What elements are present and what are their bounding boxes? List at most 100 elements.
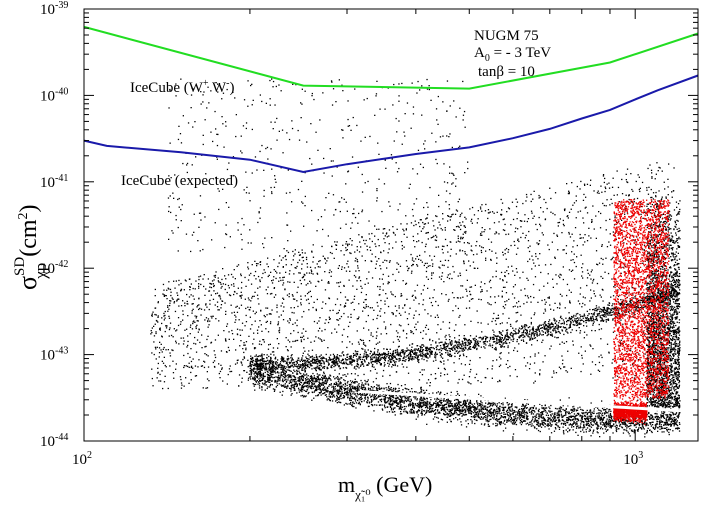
scatter-point xyxy=(581,354,583,357)
scatter-point xyxy=(226,383,228,385)
scatter-point xyxy=(200,365,203,367)
scatter-point xyxy=(338,383,340,385)
scatter-point xyxy=(260,310,262,312)
scatter-point xyxy=(382,261,384,263)
scatter-point xyxy=(512,421,515,423)
scatter-point xyxy=(197,320,199,322)
scatter-point xyxy=(338,309,340,312)
scatter-point xyxy=(640,427,642,429)
scatter-point xyxy=(602,300,604,302)
scatter-point xyxy=(398,324,401,326)
scatter-point xyxy=(556,337,558,339)
scatter-point xyxy=(463,242,465,244)
scatter-point xyxy=(415,198,418,200)
scatter-point xyxy=(605,257,607,259)
scatter-point xyxy=(215,82,217,84)
scatter-point xyxy=(250,358,253,361)
scatter-point xyxy=(586,277,589,279)
scatter-point xyxy=(503,406,505,409)
scatter-point xyxy=(241,294,243,296)
scatter-point xyxy=(216,292,219,294)
scatter-point xyxy=(599,418,601,421)
scatter-point xyxy=(338,391,340,393)
scatter-point xyxy=(442,405,444,407)
scatter-point xyxy=(347,266,350,268)
scatter-point xyxy=(524,214,526,216)
scatter-point xyxy=(489,279,492,281)
scatter-point xyxy=(419,407,421,409)
scatter-point xyxy=(563,208,566,211)
scatter-point xyxy=(421,408,423,411)
scatter-point xyxy=(198,278,200,281)
scatter-point xyxy=(227,284,230,287)
scatter-point xyxy=(506,322,508,324)
scatter-point xyxy=(195,375,198,377)
scatter-point xyxy=(283,306,285,308)
scatter-point xyxy=(432,220,434,222)
scatter-point xyxy=(179,323,182,325)
scatter-point xyxy=(449,255,452,257)
scatter-point xyxy=(647,167,649,170)
scatter-point xyxy=(275,277,277,280)
scatter-point xyxy=(407,396,409,398)
scatter-point xyxy=(243,342,245,344)
scatter-point xyxy=(162,387,164,390)
scatter-point xyxy=(388,394,390,396)
scatter-point xyxy=(366,393,368,395)
scatter-point xyxy=(367,400,369,402)
scatter-point xyxy=(585,431,587,433)
scatter-point xyxy=(670,423,673,426)
scatter-point xyxy=(249,316,251,318)
scatter-point xyxy=(463,354,465,357)
scatter-point xyxy=(288,387,291,389)
scatter-point xyxy=(580,408,582,411)
scatter-point xyxy=(480,208,482,210)
scatter-point xyxy=(581,306,583,308)
scatter-point xyxy=(498,221,500,223)
scatter-point xyxy=(174,85,176,87)
scatter-point xyxy=(459,314,461,317)
scatter-point xyxy=(364,397,366,399)
scatter-point xyxy=(411,391,414,393)
scatter-point xyxy=(460,363,463,365)
scatter-point xyxy=(236,362,238,364)
scatter-point xyxy=(664,223,667,225)
scatter-point xyxy=(365,306,367,308)
scatter-point xyxy=(672,417,674,419)
scatter-point xyxy=(151,331,153,334)
scatter-point xyxy=(488,414,491,417)
scatter-point xyxy=(602,174,605,176)
scatter-point xyxy=(499,380,501,382)
scatter-point xyxy=(557,419,560,421)
scatter-point xyxy=(649,422,651,424)
scatter-point xyxy=(465,420,467,422)
scatter-point xyxy=(296,385,298,387)
scatter-point xyxy=(621,193,624,195)
scatter-point xyxy=(388,281,390,284)
scatter-point xyxy=(180,321,182,323)
scatter-point xyxy=(534,276,537,278)
scatter-point xyxy=(328,318,331,320)
scatter-point xyxy=(291,386,293,388)
scatter-point xyxy=(298,259,301,261)
scatter-point xyxy=(589,429,591,432)
scatter-point xyxy=(298,376,301,378)
scatter-point xyxy=(403,233,405,235)
scatter-point xyxy=(222,123,224,125)
scatter-point xyxy=(631,188,633,191)
scatter-point xyxy=(192,322,194,325)
scatter-point xyxy=(538,197,540,199)
scatter-point xyxy=(434,409,437,411)
scatter-point xyxy=(328,282,330,284)
scatter-point xyxy=(500,271,503,274)
scatter-point xyxy=(382,283,384,285)
scatter-point xyxy=(178,197,180,200)
scatter-point xyxy=(499,423,501,425)
scatter-point xyxy=(365,294,367,296)
scatter-point xyxy=(166,325,168,327)
scatter-point xyxy=(622,360,624,363)
scatter-point xyxy=(406,412,409,414)
scatter-point xyxy=(251,83,253,85)
scatter-point xyxy=(500,352,502,354)
scatter-point xyxy=(581,271,584,273)
